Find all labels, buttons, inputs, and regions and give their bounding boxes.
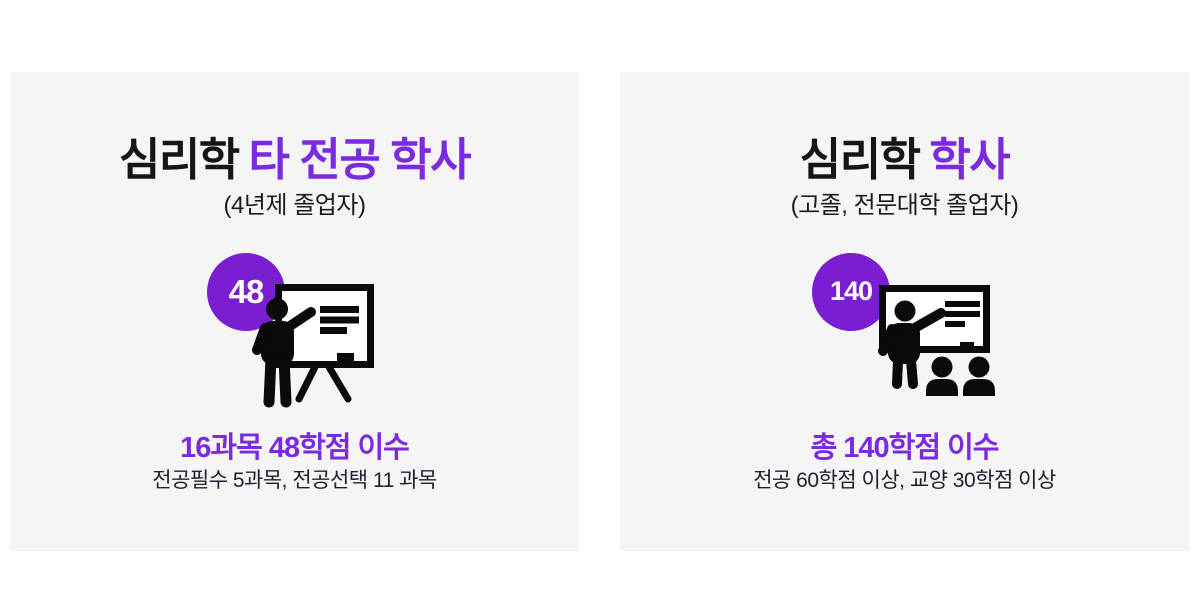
credit-badge-value: 140 [829,276,873,307]
card-title: 심리학 학사 [799,134,1011,186]
card-title-black: 심리학 [799,134,921,185]
cards-row: 심리학 타 전공 학사 (4년제 졸업자) 48 [10,72,1189,551]
credit-headline: 16과목 48학점 이수 [180,431,410,464]
card-title-accent: 타 전공 학사 [248,134,472,185]
credit-headline: 총 140학점 이수 [810,431,1000,464]
credit-badge: 48 [207,252,285,331]
degree-card-bachelor: 심리학 학사 (고졸, 전문대학 졸업자) 140 [620,72,1189,551]
card-title-accent: 학사 [929,134,1010,185]
presenter-audience-board-icon: 140 [812,252,997,415]
credit-detail: 전공필수 5과목, 전공선택 11 과목 [152,469,437,493]
degree-card-other-major-bachelor: 심리학 타 전공 학사 (4년제 졸업자) 48 [10,72,579,551]
card-subtitle: (4년제 졸업자) [223,191,366,219]
credit-detail: 전공 60학점 이상, 교양 30학점 이상 [753,469,1056,493]
presenter-easel-board-glyph [252,283,374,408]
card-subtitle: (고졸, 전문대학 졸업자) [790,191,1019,219]
credit-badge: 140 [812,252,890,331]
credit-badge-value: 48 [228,272,265,310]
card-title: 심리학 타 전공 학사 [118,134,472,186]
presenter-audience-board-glyph [878,284,995,396]
presenter-easel-board-icon: 48 [207,252,382,415]
card-title-black: 심리학 [118,134,240,185]
